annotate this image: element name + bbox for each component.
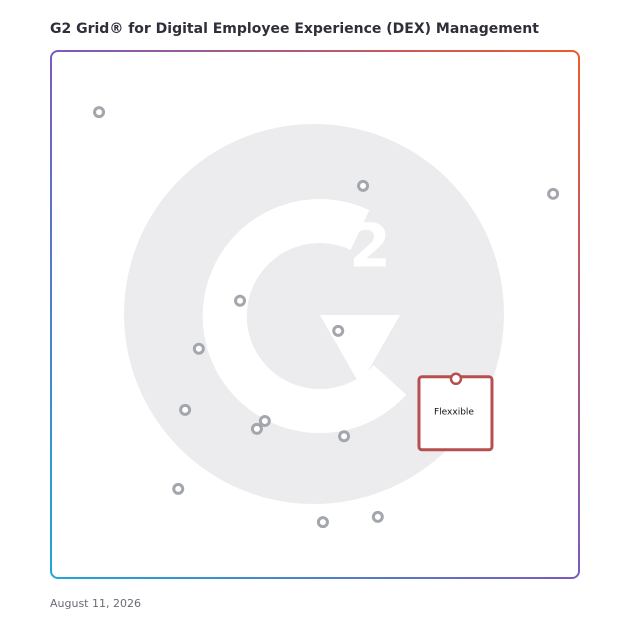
watermark-logo: 2 xyxy=(124,124,504,504)
vendor-point xyxy=(250,422,263,435)
vendor-point xyxy=(172,482,185,495)
vendor-point xyxy=(338,430,351,443)
vendor-point xyxy=(192,342,205,355)
highlight-point xyxy=(449,372,463,386)
highlight-label: Flexxible xyxy=(434,407,474,417)
vendor-point xyxy=(332,324,345,337)
chart-title: G2 Grid® for Digital Employee Experience… xyxy=(50,21,539,37)
vendor-point xyxy=(316,516,329,529)
vendor-point xyxy=(179,403,192,416)
vendor-point xyxy=(371,510,384,523)
date: August 11, 2026 xyxy=(50,597,141,610)
vendor-point xyxy=(258,414,271,427)
vendor-point xyxy=(93,106,106,119)
svg-text:2: 2 xyxy=(349,212,391,282)
grid-border xyxy=(50,50,580,579)
vendor-point xyxy=(547,187,560,200)
vendor-point xyxy=(234,294,247,307)
vendor-point xyxy=(357,179,370,192)
